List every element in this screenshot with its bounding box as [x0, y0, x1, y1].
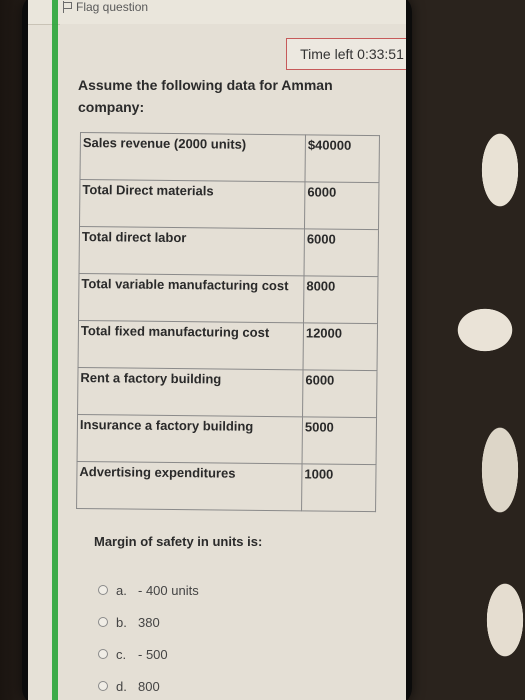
option-text: 800: [138, 678, 160, 694]
option-d[interactable]: d. 800: [98, 670, 358, 700]
row-value: 6000: [303, 228, 379, 277]
table-row: Rent a factory building 6000: [77, 367, 378, 418]
question-header: Flag question: [28, 0, 406, 25]
table-row: Insurance a factory building 5000: [77, 414, 377, 465]
option-text: 380: [138, 614, 160, 630]
answer-options: a. - 400 units b. 380 c. - 500 d. 800: [98, 574, 358, 700]
row-label: Sales revenue (2000 units): [80, 132, 306, 182]
row-label: Rent a factory building: [77, 367, 304, 417]
row-label: Advertising expenditures: [76, 461, 303, 511]
row-label: Insurance a factory building: [77, 414, 303, 464]
row-value: 6000: [302, 369, 378, 418]
radio-button[interactable]: [98, 649, 108, 659]
data-table: Sales revenue (2000 units) $40000 Total …: [76, 132, 380, 512]
option-text: - 500: [138, 646, 168, 662]
question-content: Time left 0:33:51 Assume the following d…: [60, 24, 406, 700]
radio-button[interactable]: [98, 681, 108, 691]
table-row: Total Direct materials 6000: [79, 179, 379, 230]
option-letter: c.: [116, 646, 127, 662]
answered-indicator-bar: [52, 0, 58, 700]
row-label: Total Direct materials: [79, 179, 305, 229]
option-letter: d.: [116, 678, 127, 694]
time-left-text: Time left 0:33:51: [300, 46, 404, 62]
flag-question-link[interactable]: Flag question: [62, 0, 148, 14]
row-value: 8000: [303, 275, 379, 324]
table-row: Total variable manufacturing cost 8000: [78, 273, 379, 324]
row-label: Total direct labor: [79, 226, 305, 276]
flag-question-label: Flag question: [76, 0, 149, 14]
option-c[interactable]: c. - 500: [98, 638, 358, 670]
radio-button[interactable]: [98, 617, 108, 627]
row-value: 12000: [303, 322, 378, 371]
option-b[interactable]: b. 380: [98, 606, 358, 638]
table-row: Advertising expenditures 1000: [76, 461, 377, 512]
row-value: 1000: [301, 463, 377, 512]
row-value: $40000: [304, 134, 380, 183]
table-row: Sales revenue (2000 units) $40000: [80, 132, 380, 183]
option-letter: b.: [116, 614, 127, 630]
row-value: 5000: [302, 416, 377, 465]
time-left-box: Time left 0:33:51: [286, 38, 406, 70]
row-label: Total variable manufacturing cost: [78, 273, 304, 323]
row-value: 6000: [304, 181, 379, 230]
table-row: Total direct labor 6000: [79, 226, 379, 277]
table-row: Total fixed manufacturing cost 12000: [78, 320, 378, 371]
screen: Flag question Time left 0:33:51 Assume t…: [28, 0, 406, 700]
answer-prompt: Margin of safety in units is:: [94, 534, 263, 549]
option-text: - 400 units: [138, 582, 199, 598]
phone-frame: Flag question Time left 0:33:51 Assume t…: [22, 0, 412, 700]
question-text: Assume the following data for Amman comp…: [78, 77, 333, 115]
row-label: Total fixed manufacturing cost: [78, 320, 304, 370]
option-a[interactable]: a. - 400 units: [98, 574, 358, 606]
option-letter: a.: [116, 582, 127, 598]
flag-icon: [62, 1, 72, 13]
radio-button[interactable]: [98, 585, 108, 595]
